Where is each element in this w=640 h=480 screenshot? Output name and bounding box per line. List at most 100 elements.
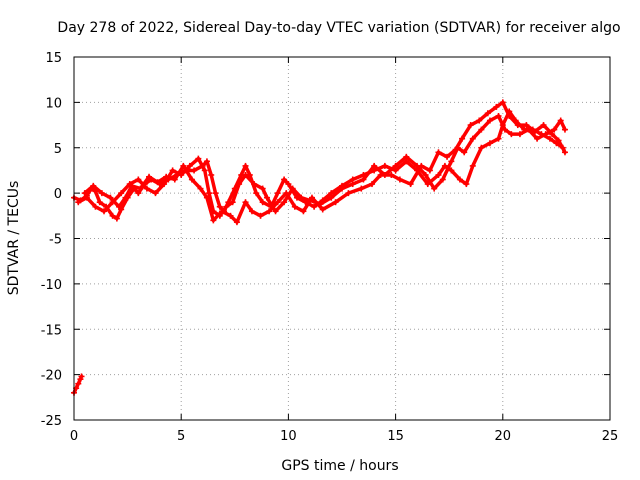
data-trace-segment: [471, 146, 484, 168]
y-tick-label: 5: [54, 142, 62, 157]
data-trace-segment: [117, 195, 128, 209]
data-trace-segment: [541, 123, 554, 136]
x-tick-label: 0: [70, 429, 78, 444]
data-trace-segment: [205, 195, 216, 223]
y-tick-label: 0: [54, 187, 62, 202]
data-trace-segment: [284, 191, 297, 209]
data-trace-segment: [226, 186, 237, 204]
data-trace-segment: [273, 200, 286, 214]
data-trace-segment: [173, 164, 186, 182]
data-trace-segment: [340, 177, 355, 188]
data-trace-segment: [408, 164, 424, 186]
x-tick-label: 10: [280, 429, 297, 444]
data-trace-segment: [230, 182, 241, 204]
chart-title: Day 278 of 2022, Sidereal Day-to-day VTE…: [57, 20, 620, 36]
data-trace-segment: [310, 195, 325, 212]
data-trace-segment: [350, 177, 366, 186]
data-trace-segment: [196, 156, 207, 173]
data-trace-segment: [423, 173, 436, 191]
data-trace-segment: [398, 177, 413, 186]
data-trace-segment: [267, 200, 280, 214]
grid-layer: [74, 57, 610, 420]
data-trace-segment: [209, 173, 218, 195]
data-trace-segment: [243, 200, 254, 214]
data-trace-segment: [102, 200, 115, 214]
data-trace-segment: [361, 164, 376, 182]
data-trace-segment: [233, 173, 243, 191]
data-trace-segment: [333, 191, 351, 204]
data-trace-segment: [213, 191, 222, 209]
tick-layer: 0 5 10 15 20 25 -25 -20 -15 -10 -5 0 5 10 15: [41, 51, 619, 444]
data-trace-segment: [453, 136, 464, 152]
data-trace-segment: [404, 159, 419, 173]
x-tick-label: 20: [495, 429, 512, 444]
data-trace-segment: [404, 155, 419, 168]
data-trace-segment: [464, 164, 475, 186]
data-trace-segment: [533, 123, 546, 134]
y-tick-label: -25: [41, 414, 62, 429]
data-trace-segment: [265, 195, 278, 214]
data-trace-segment: [477, 111, 490, 123]
data-trace-segment: [237, 173, 248, 186]
data-trace-segment: [350, 173, 366, 182]
y-tick-label: -5: [49, 233, 62, 248]
data-trace-segment: [370, 173, 383, 186]
data-trace-segment: [346, 186, 364, 195]
data-trace-segment: [320, 191, 334, 203]
data-trace-segment: [78, 374, 84, 381]
data-trace-segment: [460, 123, 473, 141]
data-trace-segment: [181, 164, 194, 182]
data-trace-segment: [486, 105, 499, 116]
data-trace-segment: [526, 127, 539, 141]
data-trace-segment: [188, 156, 201, 168]
y-axis-label: SDTVAR / TECUs: [6, 181, 22, 296]
data-trace-segment: [108, 195, 121, 209]
data-trace-segment: [138, 175, 151, 191]
data-trace-segment: [205, 159, 213, 177]
data-trace-segment: [82, 184, 96, 195]
data-trace-segment: [393, 159, 409, 173]
data-trace-segment: [501, 100, 511, 118]
x-tick-label: 25: [602, 429, 619, 444]
data-trace-segment: [153, 182, 166, 195]
data-trace-segment: [275, 191, 289, 204]
data-trace-segment: [243, 173, 256, 186]
data-trace-segment: [445, 147, 458, 159]
plot-frame: [73, 56, 611, 421]
data-trace-segment: [85, 195, 98, 209]
data-trace-segment: [329, 186, 344, 200]
data-trace-segment: [211, 209, 224, 223]
data-trace-segment: [471, 127, 484, 141]
data-trace-segment: [479, 118, 492, 132]
data-trace-segment: [93, 189, 102, 204]
y-tick-label: -15: [41, 323, 62, 338]
data-trace-segment: [198, 186, 209, 200]
data-trace-segment: [556, 138, 567, 155]
y-tick-label: -10: [41, 278, 62, 293]
y-tick-label: -20: [41, 369, 62, 384]
data-trace-segment: [393, 155, 409, 168]
data-trace-segment: [449, 168, 462, 182]
data-trace-segment: [441, 159, 454, 182]
data-trace-segment: [340, 182, 355, 191]
x-axis-label: GPS time / hours: [281, 458, 398, 474]
data-trace-segment: [203, 168, 211, 195]
data-trace-segment: [462, 136, 475, 155]
data-trace-segment: [558, 118, 567, 132]
data-trace-segment: [290, 186, 304, 200]
data-trace-segment: [436, 164, 447, 177]
data-trace-segment: [359, 182, 374, 191]
data-trace-segment: [318, 195, 334, 206]
data-trace-segment: [329, 184, 344, 195]
y-tick-label: 10: [45, 96, 62, 111]
data-trace-segment: [428, 150, 441, 173]
data-trace-segment: [125, 186, 136, 200]
data-trace-segment: [275, 177, 286, 195]
x-tick-label: 15: [387, 429, 404, 444]
data-trace-segment: [524, 123, 537, 134]
data-trace-segment: [235, 200, 248, 224]
data-trace-segment: [496, 114, 507, 132]
data-trace-segment: [190, 177, 203, 191]
data-layer: [71, 99, 568, 396]
